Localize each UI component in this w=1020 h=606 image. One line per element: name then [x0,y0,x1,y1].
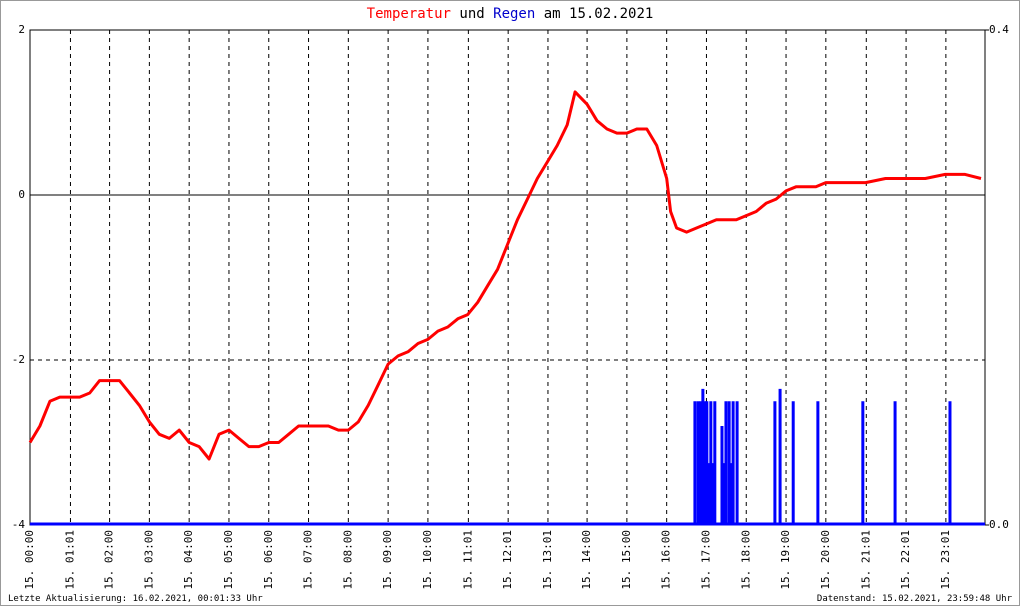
rain-bar [778,388,782,525]
rain-bar [727,401,731,525]
x-tick-label: 15. 09:00 [381,530,394,590]
y2-tick-label: 0.4 [989,23,1009,36]
rain-bar [729,463,733,525]
rain-bar [791,401,795,525]
x-tick-label: 15. 12:01 [501,530,514,590]
rain-bar [861,401,865,525]
rain-bar [705,401,709,525]
rain-bar [735,401,739,525]
x-tick-label: 15. 23:01 [939,530,952,590]
x-tick-label: 15. 02:00 [103,530,116,590]
rain-bar [720,426,724,525]
y-tick-label: -4 [12,518,26,531]
x-tick-label: 15. 03:00 [142,530,155,590]
rain-bar [722,463,726,525]
title-rain: Regen [493,6,535,22]
y-tick-label: 0 [18,188,25,201]
x-tick-label: 15. 20:00 [819,530,832,590]
x-tick-label: 15. 05:00 [222,530,235,590]
x-tick-label: 15. 01:01 [63,530,76,590]
rain-bar [701,388,705,525]
x-tick-label: 15. 17:00 [699,530,712,590]
rain-bar [696,401,700,525]
x-tick-label: 15. 00:00 [23,530,36,590]
rain-bar [948,401,952,525]
rain-bar [711,463,715,525]
title-temperature: Temperatur [367,6,451,22]
x-tick-label: 15. 19:00 [779,530,792,590]
rain-bar [731,401,735,525]
x-tick-label: 15. 10:00 [421,530,434,590]
rain-bar [707,463,711,525]
x-tick-label: 15. 08:00 [341,530,354,590]
x-tick-label: 15. 22:01 [899,530,912,590]
x-tick-label: 15. 15:00 [620,530,633,590]
rain-bar [893,401,897,525]
x-tick-label: 15. 13:01 [541,530,554,590]
footer-right: Datenstand: 15.02.2021, 23:59:48 Uhr [817,594,1013,604]
chart-title: Temperatur und Regen am 15.02.2021 [367,6,654,22]
title-date: am 15.02.2021 [544,6,654,22]
x-tick-label: 15. 06:00 [262,530,275,590]
y-tick-label: 2 [18,23,25,36]
title-join: und [459,6,484,22]
x-tick-label: 15. 11:01 [461,530,474,590]
rain-bar [709,401,713,525]
y-tick-label: -2 [12,353,25,366]
temperature-line [28,90,982,461]
rain-bar [773,401,777,525]
rain-bar [693,401,697,525]
rain-bar [816,401,820,525]
rain-bar [699,401,703,525]
x-tick-label: 15. 14:00 [580,530,593,590]
x-tick-label: 15. 18:00 [739,530,752,590]
rain-bar [703,401,707,525]
rain-bar [713,401,717,525]
x-tick-label: 15. 16:00 [660,530,673,590]
x-tick-label: 15. 07:00 [302,530,315,590]
y2-tick-label: 0.0 [989,518,1009,531]
x-tick-label: 15. 21:01 [859,530,872,590]
x-tick-label: 15. 04:00 [182,530,195,590]
rain-bar [724,401,728,525]
footer-left: Letzte Aktualisierung: 16.02.2021, 00:01… [8,594,263,604]
